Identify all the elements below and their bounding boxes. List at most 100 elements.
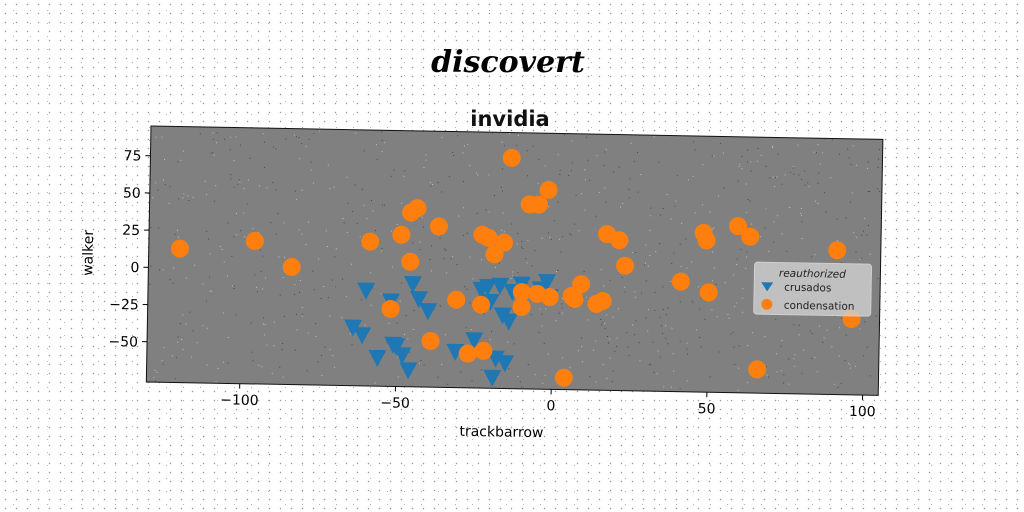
noise-speck [302,313,304,315]
noise-speck [825,211,827,213]
noise-speck [233,186,235,188]
noise-speck [360,299,362,301]
noise-speck [764,227,766,229]
y-tick-label: −50 [108,334,138,351]
noise-speck [163,347,165,349]
noise-speck [793,324,795,326]
noise-speck [555,271,558,273]
noise-speck [235,136,237,138]
noise-speck [862,230,865,232]
noise-speck [364,324,366,326]
noise-speck [178,198,180,200]
noise-speck [745,256,748,258]
chart-title: invidia [470,107,549,131]
x-tick-label: 100 [849,404,876,420]
noise-speck [202,324,204,326]
noise-speck [177,336,179,338]
noise-speck [711,155,713,157]
crusados-point [393,347,412,365]
noise-speck [209,253,211,255]
noise-speck [627,346,629,348]
noise-speck [191,356,193,358]
noise-speck [577,350,579,352]
noise-speck [750,223,753,225]
noise-speck [163,179,165,181]
condensation-point [616,256,635,275]
noise-speck [418,363,420,365]
noise-speck [600,269,602,271]
noise-speck [259,249,261,251]
noise-speck [264,324,266,326]
noise-speck [182,197,184,199]
noise-speck [305,145,307,147]
noise-speck [305,244,307,246]
noise-speck [456,264,458,266]
noise-speck [700,346,702,348]
noise-speck [390,175,392,177]
noise-speck [448,175,450,177]
noise-speck [185,277,187,279]
noise-speck [254,274,256,276]
noise-speck [347,202,349,204]
noise-speck [657,350,659,352]
noise-speck [596,155,598,157]
noise-speck [840,317,842,319]
noise-speck [399,300,401,302]
noise-speck [628,197,630,199]
noise-speck [355,132,357,134]
condensation-point [502,148,521,167]
x-tick-label: −100 [220,392,259,409]
noise-speck [477,174,479,176]
noise-speck [363,204,365,206]
noise-speck [580,337,582,339]
noise-speck [480,369,482,371]
noise-speck [817,202,819,204]
noise-speck [867,224,870,226]
noise-speck [734,306,736,308]
noise-speck [680,266,682,268]
noise-speck [458,215,460,217]
noise-speck [869,375,871,377]
crusados-point [483,369,502,387]
noise-speck [517,375,519,377]
noise-speck [544,165,546,167]
condensation-point [421,332,440,351]
noise-speck [161,359,163,361]
noise-speck [521,240,523,242]
y-tick-label: 25 [122,223,140,239]
noise-speck [227,337,229,339]
noise-speck [158,269,160,271]
noise-speck [673,370,675,372]
noise-speck [333,186,335,188]
noise-speck [192,330,194,332]
noise-speck [864,217,866,219]
noise-speck [223,312,225,314]
noise-speck [855,365,857,367]
noise-speck [741,168,743,170]
noise-speck [606,377,608,379]
noise-speck [272,146,274,148]
noise-speck [604,322,606,324]
noise-speck [663,386,665,388]
noise-speck [522,247,524,249]
x-tick-label: −50 [380,395,410,412]
noise-speck [634,334,636,336]
noise-speck [609,357,611,359]
noise-speck [652,341,654,343]
noise-speck [606,335,608,338]
noise-speck [719,142,721,144]
noise-speck [366,218,368,220]
y-tick-label: 75 [123,148,141,164]
condensation-point [472,295,491,314]
noise-speck [156,371,158,373]
noise-speck [441,136,443,138]
noise-speck [154,380,156,382]
noise-speck [185,323,187,325]
noise-speck [702,164,704,166]
noise-speck [162,269,164,271]
noise-speck [662,286,664,288]
noise-speck [736,264,738,266]
noise-speck [685,238,687,240]
noise-speck [445,249,447,251]
noise-speck [513,343,515,345]
